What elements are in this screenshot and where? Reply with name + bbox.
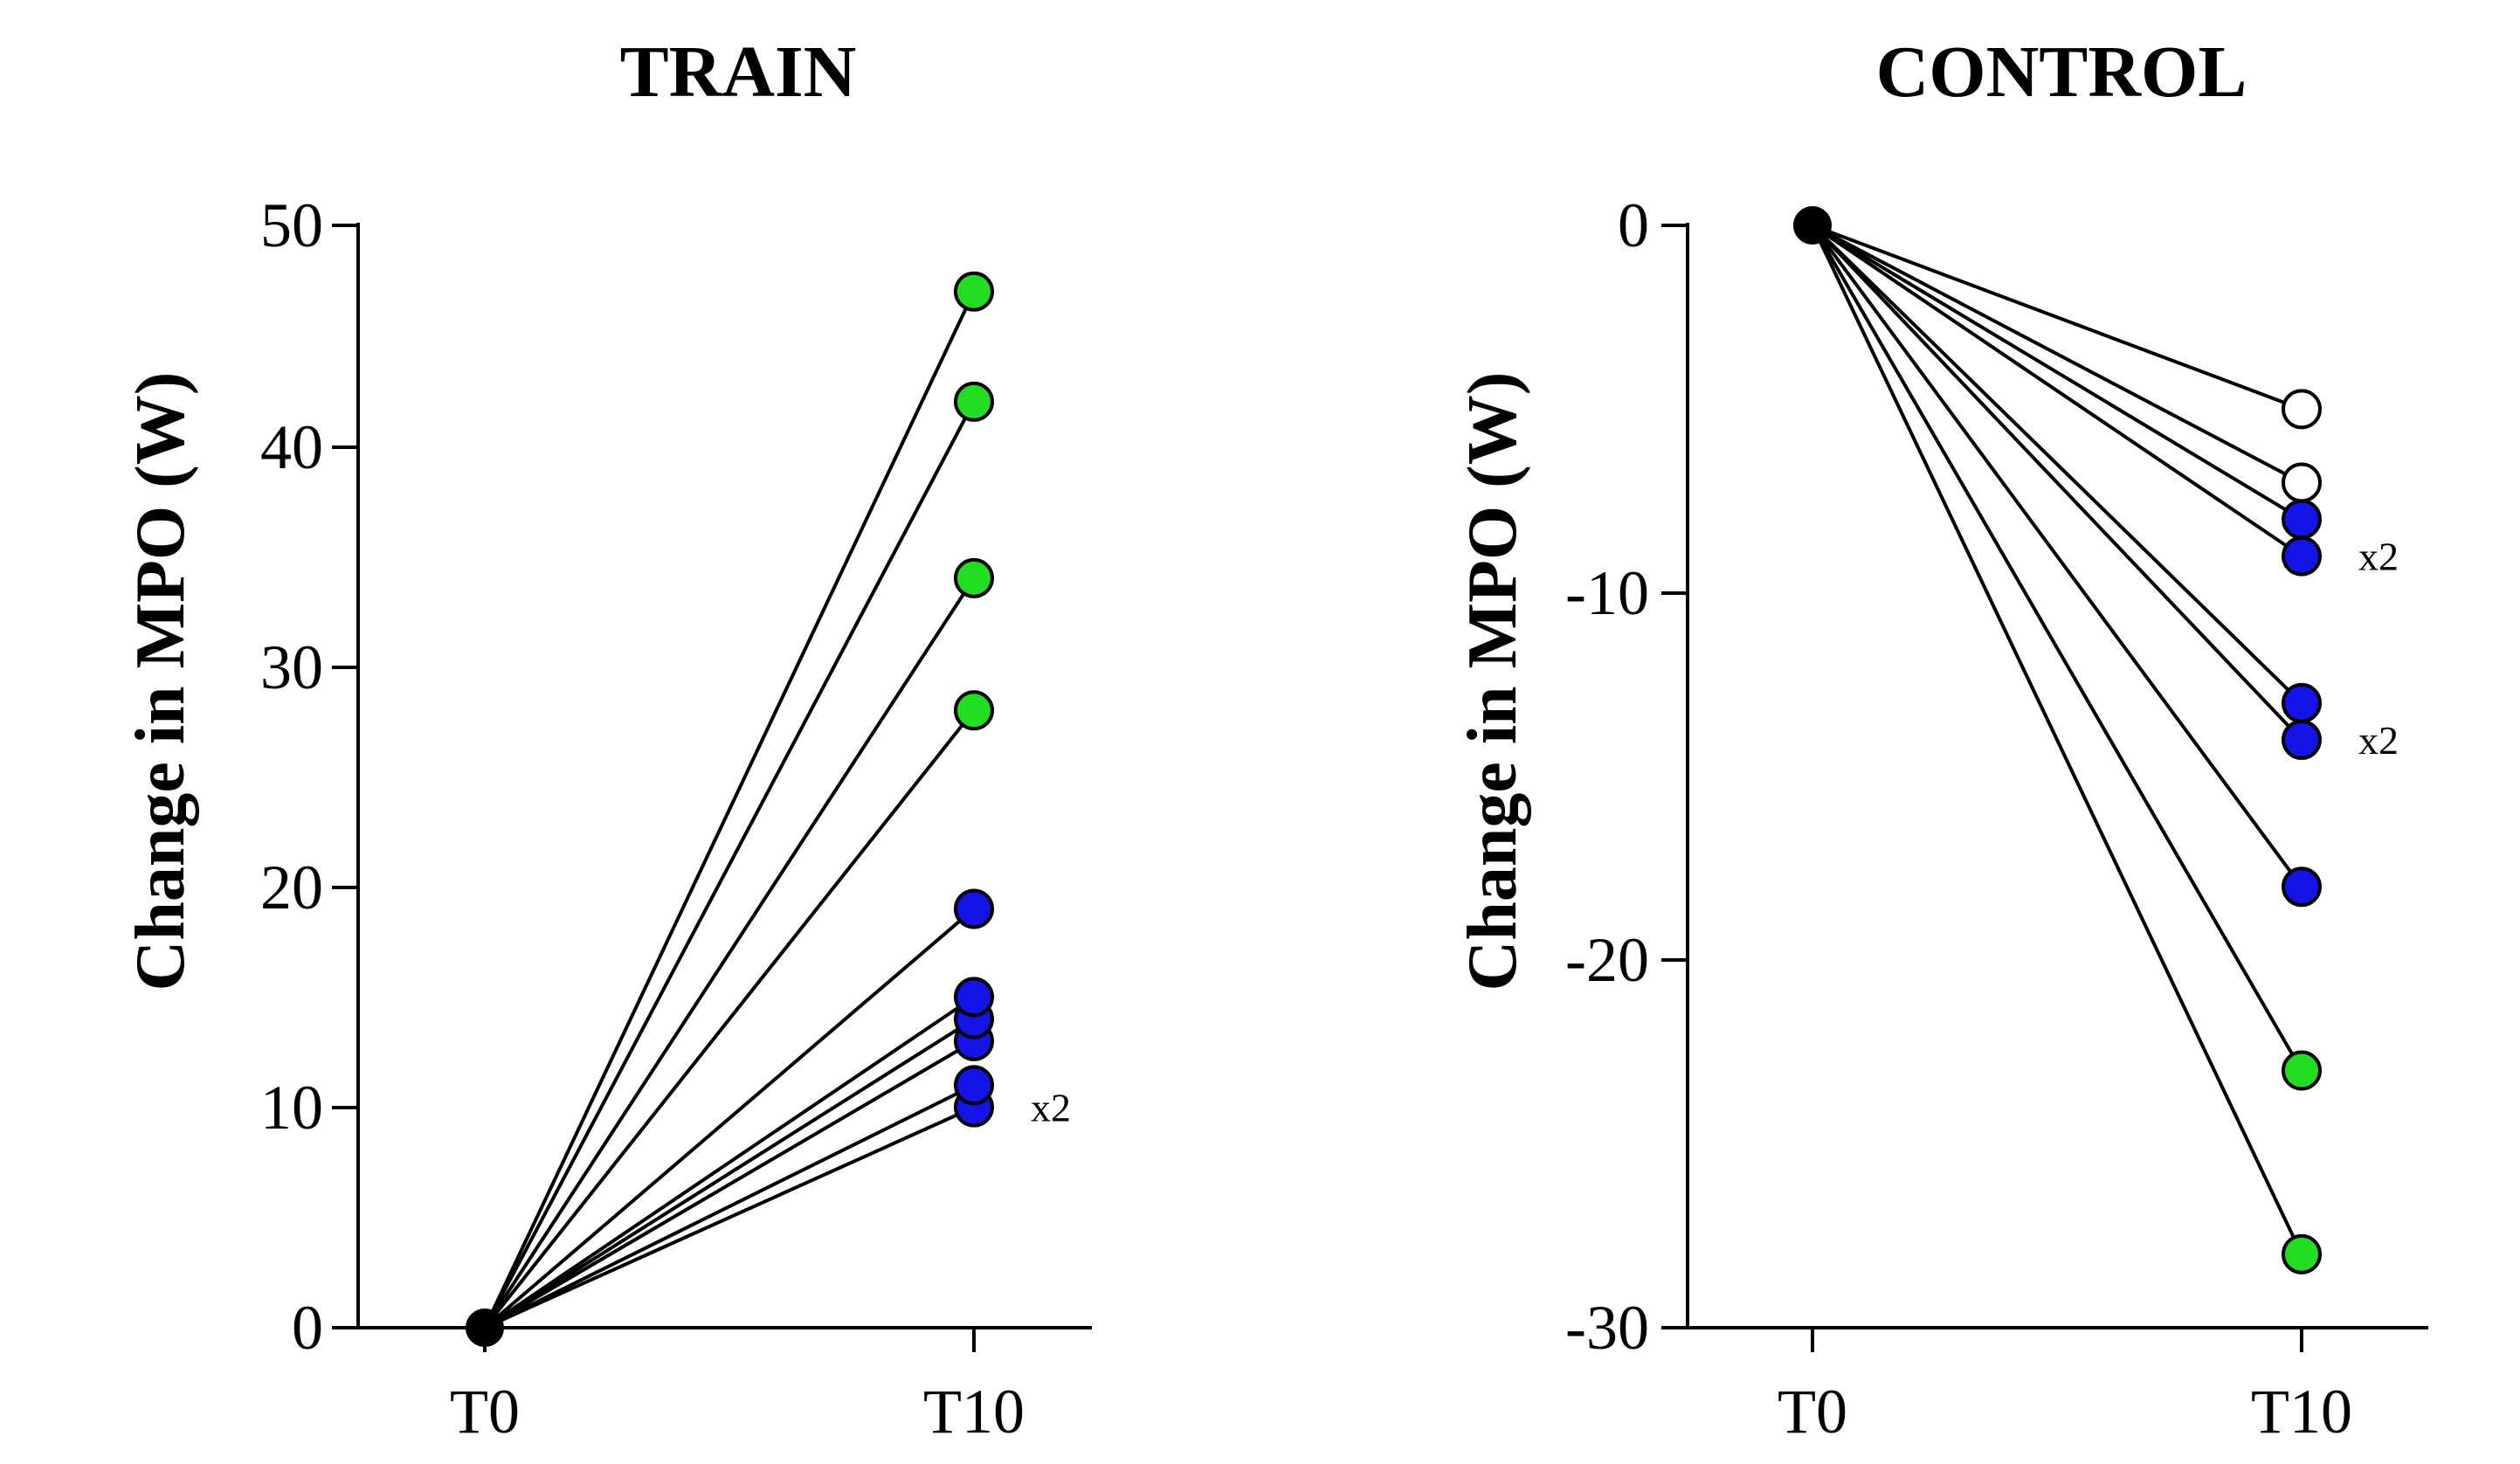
train-point-t10-4 [954,690,994,731]
control-series-line-1 [1812,224,2303,411]
control-point-t10-7 [2282,867,2322,908]
train-y-tick-label: 30 [260,632,323,702]
control-point-t10-5 [2282,682,2322,723]
train-connector-lines [483,290,976,1329]
control-annotations: x2 x2 [2358,535,2399,763]
train-y-tick-label: 50 [260,190,323,260]
train-series-line-9 [484,1083,975,1329]
control-y-axis-label: Change in MPO (W) [1454,372,1531,991]
train-series-line-4 [483,709,976,1329]
control-series-line-5 [1811,224,2303,705]
control-y-tick-label: -20 [1565,925,1649,995]
train-y-tick-label: 0 [292,1293,323,1363]
train-series-line-7 [483,1017,976,1329]
control-y-ticks [1661,224,1688,1329]
train-series-line-10 [484,1105,975,1329]
control-y-tick-label: -10 [1565,558,1649,628]
train-y-tick-label: 10 [260,1073,323,1143]
control-x-tick-label-t10: T10 [2251,1377,2352,1447]
control-points [1793,206,2322,1274]
train-y-tick-labels: 0 10 20 30 40 50 [260,190,323,1363]
control-annotation-x2: x2 [2358,718,2399,763]
train-series-line-2 [483,400,976,1329]
control-point-t10-3 [2282,499,2322,540]
train-series-line-5 [483,907,976,1329]
train-panel: TRAIN Change in MPO (W) 0 10 20 30 40 50… [122,31,1092,1447]
control-x-tick-labels: T0 T10 [1778,1377,2352,1447]
control-point-t10-1 [2282,389,2322,430]
control-series-line-3 [1811,224,2303,521]
control-point-t10-2 [2282,462,2322,503]
train-point-t10-9 [954,1065,994,1106]
control-point-t10-4 [2282,535,2322,577]
control-series-line-9 [1811,224,2303,1255]
train-series-line-8 [483,1039,976,1329]
control-connector-lines [1811,224,2303,1255]
train-x-tick-label-t0: T0 [450,1377,520,1447]
train-y-ticks [332,224,358,1329]
train-point-t10-1 [954,271,994,312]
control-series-line-2 [1812,224,2303,485]
control-point-t10-8 [2282,1050,2322,1091]
train-series-line-6 [483,995,976,1329]
train-y-tick-label: 20 [260,853,323,922]
control-title: CONTROL [1876,31,2247,113]
control-x-tick-label-t0: T0 [1778,1377,1847,1447]
train-title: TRAIN [620,31,857,113]
train-x-tick-labels: T0 T10 [450,1377,1025,1447]
train-point-t0 [466,1309,504,1347]
control-series-line-7 [1811,224,2303,888]
control-point-t10-9 [2282,1233,2322,1274]
train-series-line-1 [483,290,976,1329]
train-point-t10-5 [954,888,994,929]
train-point-t10-2 [954,381,994,422]
train-annotations: x2 [1031,1086,1071,1130]
train-y-tick-label: 40 [260,412,323,482]
train-annotation-x2: x2 [1031,1086,1071,1130]
control-series-line-6 [1811,224,2303,742]
train-series-line-3 [483,577,976,1329]
train-y-axis-label: Change in MPO (W) [122,372,199,991]
control-series-line-4 [1811,224,2303,558]
train-x-tick-label-t10: T10 [923,1377,1025,1447]
control-panel: CONTROL Change in MPO (W) 0 -10 -20 -30 … [1454,31,2428,1447]
control-annotation-x2: x2 [2358,535,2399,579]
control-point-t0 [1793,206,1832,245]
train-points [466,271,994,1347]
train-point-t10-3 [954,557,994,598]
control-series-line-8 [1811,224,2303,1072]
control-y-tick-label: -30 [1565,1293,1649,1363]
train-x-ticks [483,1328,976,1352]
control-point-t10-6 [2282,719,2322,760]
control-x-ticks [1811,1328,2303,1352]
control-y-tick-labels: 0 -10 -20 -30 [1565,190,1649,1363]
control-y-tick-label: 0 [1618,190,1649,260]
train-point-t10-6 [954,977,994,1018]
